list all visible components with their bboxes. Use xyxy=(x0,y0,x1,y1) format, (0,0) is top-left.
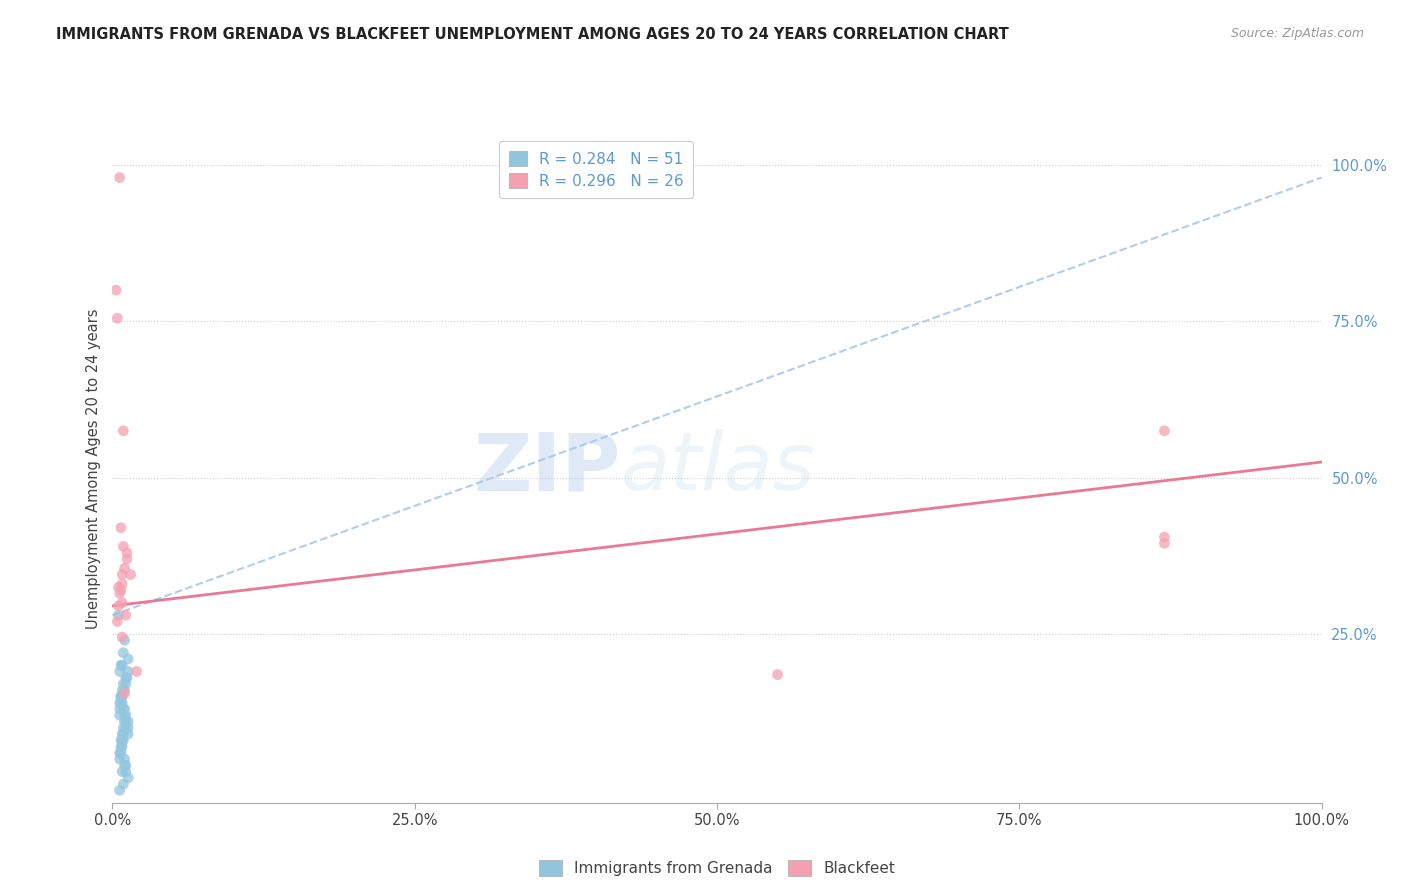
Point xyxy=(111,683,134,698)
Point xyxy=(112,424,135,438)
Point xyxy=(110,690,132,704)
Point xyxy=(112,540,135,554)
Point xyxy=(108,586,131,600)
Point xyxy=(110,690,132,704)
Point xyxy=(110,696,132,710)
Point xyxy=(111,696,134,710)
Point xyxy=(115,671,138,685)
Point xyxy=(114,758,136,772)
Point xyxy=(110,583,132,598)
Point xyxy=(112,721,135,735)
Point xyxy=(108,702,131,716)
Point xyxy=(111,577,134,591)
Point xyxy=(117,771,139,785)
Text: IMMIGRANTS FROM GRENADA VS BLACKFEET UNEMPLOYMENT AMONG AGES 20 TO 24 YEARS CORR: IMMIGRANTS FROM GRENADA VS BLACKFEET UNE… xyxy=(56,27,1010,42)
Point xyxy=(117,727,139,741)
Point xyxy=(120,567,142,582)
Point xyxy=(110,746,132,760)
Point xyxy=(105,311,128,326)
Point xyxy=(110,521,132,535)
Point xyxy=(114,686,136,700)
Point xyxy=(111,764,134,779)
Point xyxy=(111,727,134,741)
Point xyxy=(1153,530,1175,544)
Point xyxy=(110,733,132,747)
Point xyxy=(114,752,136,766)
Point xyxy=(112,677,135,691)
Point xyxy=(114,608,136,623)
Point xyxy=(114,764,136,779)
Point xyxy=(112,646,135,660)
Point xyxy=(110,739,132,754)
Point xyxy=(110,658,132,673)
Point xyxy=(111,739,134,754)
Point xyxy=(115,546,138,560)
Point xyxy=(117,652,139,666)
Point xyxy=(108,170,131,185)
Point xyxy=(112,702,135,716)
Point xyxy=(107,599,129,613)
Point xyxy=(105,283,128,297)
Point xyxy=(107,608,129,623)
Point xyxy=(114,561,136,575)
Point xyxy=(108,746,131,760)
Point xyxy=(111,630,134,644)
Legend: Immigrants from Grenada, Blackfeet: Immigrants from Grenada, Blackfeet xyxy=(533,854,901,882)
Point xyxy=(111,733,134,747)
Point xyxy=(114,721,136,735)
Point xyxy=(108,708,131,723)
Text: Source: ZipAtlas.com: Source: ZipAtlas.com xyxy=(1230,27,1364,40)
Point xyxy=(112,777,135,791)
Point xyxy=(125,665,148,679)
Point xyxy=(117,721,139,735)
Point xyxy=(111,596,134,610)
Point xyxy=(114,708,136,723)
Point xyxy=(105,615,128,629)
Point xyxy=(112,727,135,741)
Point xyxy=(108,696,131,710)
Point xyxy=(108,783,131,797)
Point xyxy=(114,714,136,729)
Point xyxy=(108,665,131,679)
Point xyxy=(111,658,134,673)
Point xyxy=(114,633,136,648)
Text: ZIP: ZIP xyxy=(472,429,620,508)
Point xyxy=(112,733,135,747)
Point xyxy=(108,752,131,766)
Point xyxy=(107,580,129,594)
Point xyxy=(114,714,136,729)
Point xyxy=(111,690,134,704)
Point xyxy=(114,758,136,772)
Text: atlas: atlas xyxy=(620,429,815,508)
Point xyxy=(114,708,136,723)
Point xyxy=(111,567,134,582)
Point xyxy=(115,552,138,566)
Point xyxy=(1153,536,1175,550)
Y-axis label: Unemployment Among Ages 20 to 24 years: Unemployment Among Ages 20 to 24 years xyxy=(86,308,101,629)
Point xyxy=(114,702,136,716)
Point xyxy=(114,677,136,691)
Point xyxy=(114,671,136,685)
Point xyxy=(117,714,139,729)
Point xyxy=(117,665,139,679)
Point xyxy=(766,667,789,681)
Point xyxy=(114,683,136,698)
Point xyxy=(1153,424,1175,438)
